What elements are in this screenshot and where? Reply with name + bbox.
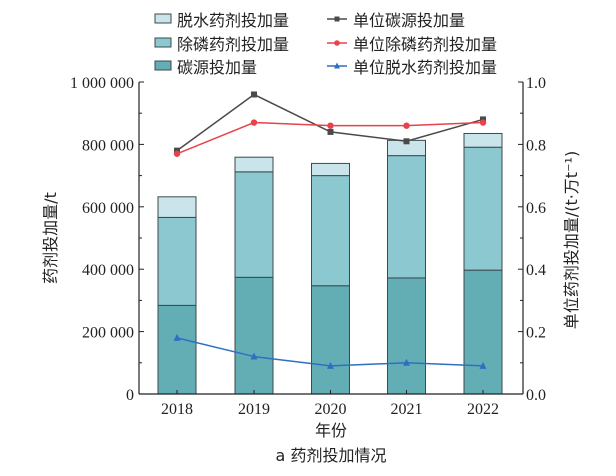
y-right-tick-label: 0.0	[526, 387, 546, 404]
bar-segment	[157, 196, 197, 218]
y-left-tick-label: 600 000	[82, 200, 134, 217]
x-tick-label: 2022	[467, 401, 499, 418]
x-tick-label: 2019	[238, 401, 270, 418]
marker-triangle	[327, 361, 334, 369]
legend-label: 脱水药剂投加量	[177, 11, 289, 30]
y-right-tick-label: 0.8	[526, 137, 546, 154]
legend-swatch	[154, 37, 172, 48]
legend-marker-triangle	[334, 62, 340, 69]
stacked-bars	[157, 132, 503, 395]
bar-segment	[311, 175, 350, 287]
legend-marker-square	[334, 16, 340, 22]
marker-triangle	[403, 358, 410, 366]
y-right-tick-label: 0.2	[526, 325, 546, 342]
legend-marker-circle	[334, 40, 340, 46]
y-left-tick-label: 0	[126, 387, 134, 404]
y-left-tick-label: 800 000	[82, 137, 134, 154]
marker-square	[251, 91, 257, 98]
y-right-tick-label: 0.6	[526, 200, 546, 217]
y-left-axis-label: 药剂投加量/t	[41, 192, 60, 284]
bar-segment	[463, 269, 503, 395]
marker-circle	[250, 119, 258, 126]
marker-circle	[173, 150, 181, 157]
x-tick-label: 2018	[161, 401, 193, 418]
y-left-tick-label: 1 000 000	[70, 75, 134, 92]
line-series	[173, 91, 487, 369]
bar-segment	[387, 277, 426, 395]
bar-segment	[234, 276, 274, 395]
marker-circle	[403, 122, 410, 129]
marker-square	[403, 138, 410, 145]
legend-label: 单位除磷药剂投加量	[353, 35, 497, 54]
marker-triangle	[173, 333, 181, 341]
bar-segment	[463, 146, 503, 271]
y-left-tick-label: 200 000	[82, 325, 134, 342]
bar-segment	[387, 155, 426, 279]
y-right-axis-label: 单位药剂投加量/(t·万t⁻¹)	[562, 151, 581, 329]
bar-segment	[234, 156, 274, 173]
bar-segment	[311, 285, 350, 395]
bar-segment	[463, 132, 503, 148]
legend-swatch	[154, 13, 172, 24]
axis-labels: 年份 a 药剂投加情况 药剂投加量/t 单位药剂投加量/(t·万t⁻¹)	[41, 151, 581, 465]
marker-triangle	[479, 361, 487, 369]
marker-square	[327, 128, 334, 135]
x-tick-label: 2020	[315, 401, 347, 418]
axes: 0 200 000 400 000 600 000 800 000 1 000 000 0.…	[70, 75, 546, 418]
legend-label: 除磷药剂投加量	[177, 35, 289, 54]
legend-label: 碳源投加量	[177, 58, 257, 77]
y-left-tick-label: 400 000	[82, 262, 134, 279]
figure-caption: a 药剂投加情况	[276, 446, 387, 465]
bar-segment	[157, 304, 197, 395]
legend-label: 单位碳源投加量	[353, 11, 465, 30]
x-axis-label: 年份	[315, 421, 347, 440]
legend-swatch	[154, 60, 172, 71]
bar-segment	[157, 216, 197, 306]
y-right-tick-label: 0.4	[526, 262, 546, 279]
bar-segment	[311, 162, 350, 177]
legend-label: 单位脱水药剂投加量	[353, 58, 497, 77]
y-right-tick-label: 1.0	[526, 75, 546, 92]
x-tick-label: 2021	[391, 401, 423, 418]
bar-segment	[234, 171, 274, 278]
marker-circle	[479, 119, 487, 126]
marker-triangle	[250, 352, 258, 360]
marker-circle	[327, 122, 334, 129]
